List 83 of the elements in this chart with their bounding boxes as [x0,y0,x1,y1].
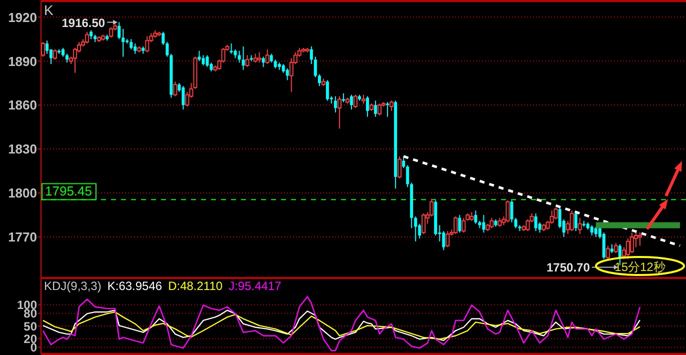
candlestick [238,50,241,64]
y-tick-label: 1890 [8,54,37,69]
candlestick [182,86,185,110]
candlestick [245,54,250,68]
candlestick [554,207,558,220]
candlestick [602,232,606,260]
candlestick [198,50,201,62]
candlestick [534,213,538,232]
candlestick [326,80,329,102]
candlestick [337,96,342,130]
candlestick [145,36,150,53]
line-series [42,296,641,352]
candlestick [490,217,494,229]
candlestick [334,96,337,113]
candlestick [353,94,358,108]
candlestick [590,224,594,236]
candlestick [506,200,510,223]
candlestick [202,54,205,66]
candlestick [402,156,406,169]
candlestick [386,102,390,118]
y-tick-label: 50 [24,319,38,334]
candlestick [318,74,321,87]
candlestick [262,56,265,68]
candlestick [390,100,394,112]
candlestick [638,232,642,246]
candlestick [265,48,270,65]
candlestick [310,46,313,65]
candlestick [206,54,209,68]
candlestick [422,213,426,235]
series-label: K:63.9546 [107,279,162,293]
text: D:48.2110 [168,279,223,293]
candlestick [350,94,353,110]
candlestick [442,230,446,251]
candlestick [514,217,518,229]
candlestick [414,216,418,242]
ref-line-label: 1795.45 [45,184,92,199]
candlestick [462,217,466,234]
candlestick [558,207,562,229]
candlestick [458,214,462,234]
candlestick [173,81,178,97]
candlestick [230,43,233,54]
y-tick-label: 1830 [8,142,37,157]
candlestick [606,245,610,261]
candlestick [286,68,289,81]
candlestick [162,31,165,46]
y-tick-label: 1860 [8,98,37,113]
candlestick [166,42,169,58]
y-tick-label: 1770 [8,230,37,245]
candlestick [122,28,125,58]
candlestick [378,103,382,116]
candlestick [406,164,410,188]
chart-title: KDJ(9,3,3) [44,279,102,293]
candlestick [614,242,618,254]
candlestick [454,216,458,235]
candlestick [374,100,378,118]
candlestick [366,96,370,118]
candlestick [46,40,49,54]
candlestick [134,43,137,54]
chart-title: K [44,2,54,18]
y-tick-label: 1920 [8,10,37,25]
annotation: 1916.50 [62,16,106,30]
candlestick [482,214,486,234]
candlestick [510,200,514,223]
candlestick [398,156,402,179]
candlestick [53,48,58,60]
series-label: J:95.4417 [228,279,282,293]
y-tick-label: 1800 [8,186,37,201]
candlestick [594,226,598,238]
candlestick [118,22,121,40]
candlestick [574,212,578,232]
candlestick [474,210,478,224]
candlestick [242,46,245,70]
candlestick [570,210,574,232]
candlestick [578,217,582,235]
candlestick [85,31,90,44]
candlestick [257,52,262,64]
candlestick [446,230,450,248]
candlestick [109,26,114,38]
annotation: 15分12秒 [614,260,666,274]
candlestick [41,42,46,58]
candlestick [130,38,133,50]
candlestick [314,56,317,78]
annotation: 1750.70 [546,260,590,275]
